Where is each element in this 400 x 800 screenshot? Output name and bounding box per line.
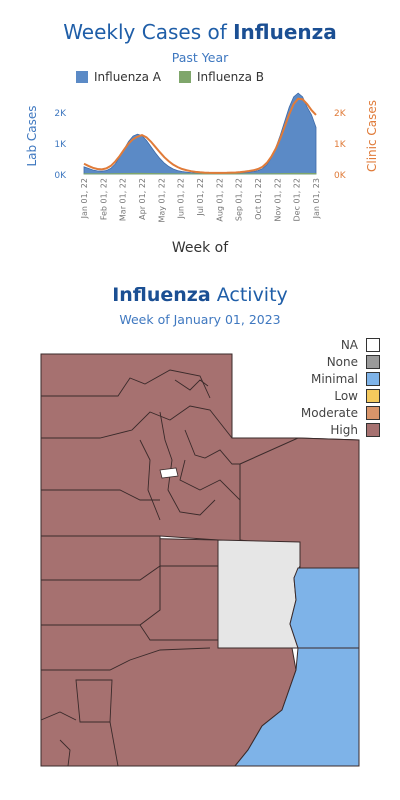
y-axis-label-left: Lab Cases: [25, 105, 39, 166]
map-legend-swatch-na: [366, 337, 380, 352]
weekly-cases-chart: 0K 1K 2K 0K 1K 2K Jan 01, 22 Feb 01, 22 Mar 01, …: [25, 92, 379, 256]
x-tick-0: Jan 01, 22: [80, 178, 89, 219]
map-legend-item-low[interactable]: Low: [301, 387, 380, 404]
legend-swatch-influenza-a: [76, 71, 88, 83]
map-legend-swatch-none: [366, 354, 380, 369]
map-legend: NA None Minimal Low Moderate High: [301, 336, 380, 438]
map-legend-label-low: Low: [334, 388, 358, 403]
county-line-14: [40, 711, 77, 721]
x-tick-3: Apr 01, 22: [138, 178, 147, 220]
region-na-salt-lake[interactable]: [159, 467, 179, 479]
map-legend-label-high: High: [330, 422, 358, 437]
map-legend-swatch-minimal: [366, 371, 380, 386]
county-line-15: [59, 739, 71, 767]
map-legend-label-moderate: Moderate: [300, 405, 358, 420]
x-tick-1: Feb 01, 22: [99, 178, 108, 220]
map-legend-swatch-moderate: [366, 405, 380, 420]
map-title-bold: Influenza: [112, 284, 211, 306]
map-legend-item-minimal[interactable]: Minimal: [301, 370, 380, 387]
x-tick-4: May 01, 22: [157, 178, 166, 223]
map-legend-label-minimal: Minimal: [310, 371, 358, 386]
chart-title: Weekly Cases of Influenza: [0, 20, 400, 44]
map-legend-item-none[interactable]: None: [301, 353, 380, 370]
chart-title-bold: Influenza: [233, 20, 337, 44]
map-title-rest: Activity: [210, 284, 288, 306]
x-tick-9: Oct 01, 22: [254, 178, 263, 220]
county-line-11: [41, 647, 211, 671]
plot-area: 0K 1K 2K 0K 1K 2K Jan 01, 22 Feb 01, 22 Mar 01, …: [54, 92, 347, 223]
x-tick-2: Mar 01, 22: [119, 178, 128, 221]
y-axis-label-right: Clinic Cases: [365, 100, 379, 172]
map-legend-item-moderate[interactable]: Moderate: [301, 404, 380, 421]
legend-label-influenza-a: Influenza A: [94, 70, 161, 84]
y-tick-right-1: 1K: [334, 140, 347, 150]
y-tick-left-2: 2K: [54, 109, 67, 119]
x-tick-10: Nov 01, 22: [273, 178, 282, 222]
map-legend-swatch-high: [366, 422, 380, 437]
map-title: Influenza Activity: [0, 284, 400, 306]
region-minimal-southeast[interactable]: [233, 647, 360, 767]
region-minimal-east[interactable]: [289, 567, 360, 649]
x-axis-label: Week of: [172, 240, 229, 256]
area-series-1[interactable]: [83, 172, 317, 175]
map-legend-label-none: None: [326, 354, 358, 369]
x-tick-6: Jul 01, 22: [196, 178, 205, 217]
county-line-10: [139, 624, 218, 641]
legend-swatch-influenza-b: [178, 71, 191, 83]
x-tick-5: Jun 01, 22: [177, 178, 186, 220]
chart-subtitle: Past Year: [171, 50, 229, 65]
map-legend-swatch-low: [366, 388, 380, 403]
county-line-4: [139, 439, 161, 521]
county-line-8: [174, 379, 209, 391]
x-tick-12: Jan 01, 23: [312, 178, 321, 219]
chart-title-prefix: Weekly Cases of: [63, 20, 234, 44]
map-subtitle: Week of January 01, 2023: [119, 312, 281, 327]
map-legend-label-na: NA: [340, 337, 358, 352]
y-tick-right-2: 2K: [334, 109, 347, 119]
influenza-activity-map: [40, 353, 360, 767]
y-tick-left-1: 1K: [54, 140, 67, 150]
county-line-7: [41, 489, 160, 501]
county-line-6: [179, 459, 241, 540]
y-tick-right-0: 0K: [334, 171, 347, 181]
chart-legend: Influenza A Influenza B: [76, 70, 264, 84]
region-na-center[interactable]: [217, 539, 301, 649]
county-line-3: [159, 411, 216, 516]
y-tick-left-0: 0K: [54, 171, 67, 181]
map-legend-item-high[interactable]: High: [301, 421, 380, 438]
county-line-5: [184, 429, 240, 465]
county-line-13: [109, 721, 119, 767]
county-line-1: [41, 369, 211, 399]
line-series-clinic[interactable]: [83, 97, 317, 174]
x-tick-7: Aug 01, 22: [215, 178, 224, 222]
x-tick-8: Sep 01, 22: [235, 178, 244, 221]
region-high-central-west[interactable]: [40, 535, 161, 626]
legend-label-influenza-b: Influenza B: [196, 70, 264, 84]
map-legend-item-na[interactable]: NA: [301, 336, 380, 353]
county-line-9: [41, 565, 218, 581]
legend-item-influenza-a[interactable]: Influenza A: [76, 70, 161, 84]
county-line-2: [41, 405, 233, 439]
legend-item-influenza-b[interactable]: Influenza B: [178, 70, 264, 84]
x-tick-11: Dec 01, 22: [293, 178, 302, 221]
